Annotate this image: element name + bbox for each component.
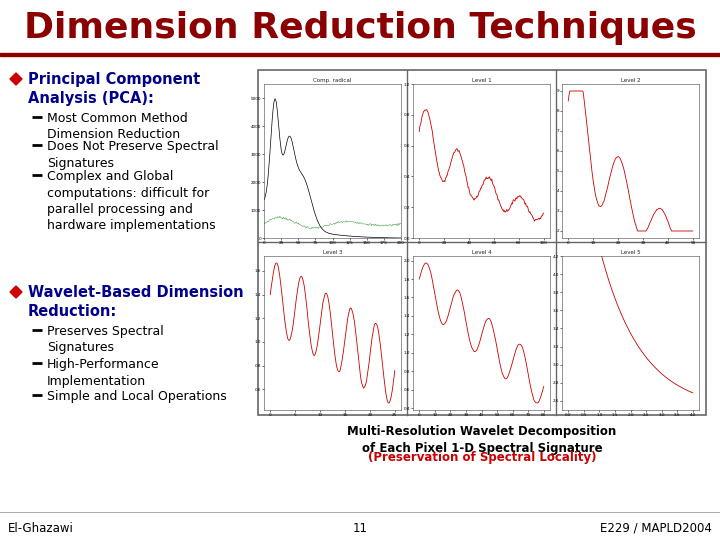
Text: Principal Component
Analysis (PCA):: Principal Component Analysis (PCA): [28,72,200,106]
Text: Dimension Reduction Techniques: Dimension Reduction Techniques [24,11,696,45]
Title: Level 2: Level 2 [621,78,640,83]
Bar [258,70,706,415]
Title: Comp. radical: Comp. radical [313,78,351,83]
Text: Simple and Local Operations: Simple and Local Operations [47,390,227,403]
Polygon shape [10,286,22,298]
Polygon shape [10,73,22,85]
Text: Does Not Preserve Spectral
Signatures: Does Not Preserve Spectral Signatures [47,140,219,170]
Title: Level 4: Level 4 [472,250,491,255]
Title: Level 3: Level 3 [323,250,342,255]
Text: Multi-Resolution Wavelet Decomposition
of Each Pixel 1-D Spectral Signature: Multi-Resolution Wavelet Decomposition o… [347,425,616,455]
Bar [0,0,720,56]
Text: 11: 11 [353,522,367,535]
Text: Most Common Method
Dimension Reduction: Most Common Method Dimension Reduction [47,112,188,141]
Text: El-Ghazawi: El-Ghazawi [8,522,74,535]
Text: (Preservation of Spectral Locality): (Preservation of Spectral Locality) [368,451,596,464]
Title: Level 1: Level 1 [472,78,491,83]
Text: Complex and Global
computations: difficult for
parallel processing and
hardware : Complex and Global computations: difficu… [47,170,215,233]
Text: Preserves Spectral
Signatures: Preserves Spectral Signatures [47,325,163,354]
Text: Wavelet-Based Dimension
Reduction:: Wavelet-Based Dimension Reduction: [28,285,243,319]
Text: E229 / MAPLD2004: E229 / MAPLD2004 [600,522,712,535]
Title: Level 5: Level 5 [621,250,640,255]
Text: High-Performance
Implementation: High-Performance Implementation [47,358,160,388]
Bar [0,53,720,56]
